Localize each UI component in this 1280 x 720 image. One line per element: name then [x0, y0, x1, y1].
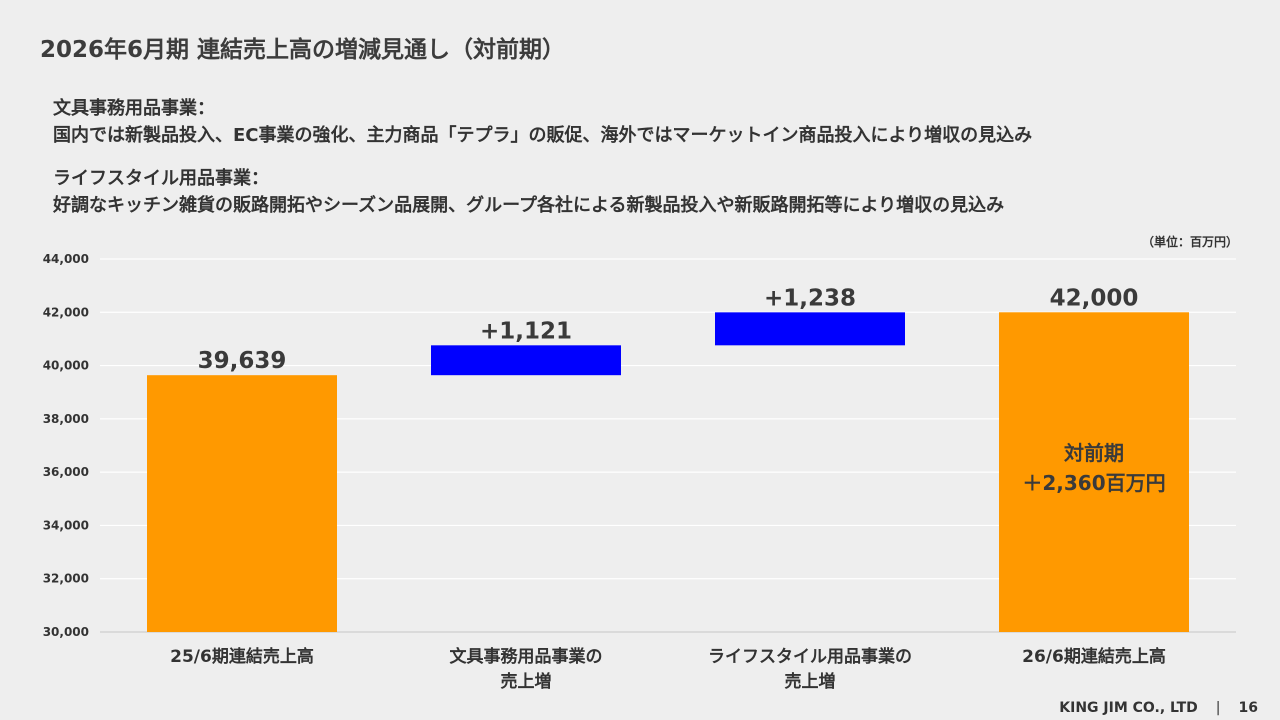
footer: KING JIM CO., LTD | 16: [1059, 700, 1258, 716]
y-tick-label: 42,000: [43, 305, 89, 319]
y-tick-label: 36,000: [43, 465, 89, 479]
footer-company: KING JIM CO., LTD: [1059, 700, 1198, 716]
segment-stationery-text: 国内では新製品投入、EC事業の強化、主力商品「テプラ」の販促、海外ではマーケット…: [53, 125, 1033, 146]
x-category-label: 26/6期連結売上高: [1022, 646, 1166, 667]
segment-lifestyle: ライフスタイル用品事業： 好調なキッチン雑貨の販路開拓やシーズン品展開、グループ…: [53, 165, 1004, 219]
x-category-label: 売上増: [785, 671, 836, 692]
bar-value-label: +1,238: [764, 285, 856, 311]
bar-value-label: 42,000: [1050, 285, 1139, 311]
y-tick-label: 32,000: [43, 572, 89, 586]
segment-lifestyle-heading: ライフスタイル用品事業：: [53, 168, 269, 189]
y-tick-label: 30,000: [43, 625, 89, 639]
y-tick-label: 34,000: [43, 518, 89, 532]
bar: [147, 375, 337, 632]
y-tick-label: 40,000: [43, 359, 89, 373]
change-annotation: ＋2,360百万円: [1022, 471, 1165, 495]
x-category-label: 25/6期連結売上高: [170, 646, 314, 667]
change-annotation: 対前期: [1063, 441, 1124, 465]
unit-label: （単位：百万円）: [1141, 235, 1238, 249]
x-category-label: ライフスタイル用品事業の: [708, 646, 912, 667]
segment-stationery: 文具事務用品事業： 国内では新製品投入、EC事業の強化、主力商品「テプラ」の販促…: [53, 95, 1032, 149]
bar: [715, 312, 905, 346]
y-tick-label: 38,000: [43, 412, 89, 426]
page-title: 2026年6月期 連結売上高の増減見通し（対前期）: [40, 37, 566, 63]
bar: [431, 345, 621, 376]
x-category-label: 文具事務用品事業の: [450, 646, 603, 667]
bar-value-label: 39,639: [198, 348, 287, 374]
bar-value-label: +1,121: [480, 318, 572, 344]
y-tick-label: 44,000: [43, 252, 89, 266]
x-category-label: 売上増: [501, 671, 552, 692]
footer-separator: |: [1215, 700, 1221, 716]
bar: [999, 312, 1189, 632]
segment-stationery-heading: 文具事務用品事業：: [53, 98, 215, 119]
footer-page-number: 16: [1238, 700, 1258, 716]
segment-lifestyle-text: 好調なキッチン雑貨の販路開拓やシーズン品展開、グループ各社による新製品投入や新販…: [53, 195, 1005, 216]
